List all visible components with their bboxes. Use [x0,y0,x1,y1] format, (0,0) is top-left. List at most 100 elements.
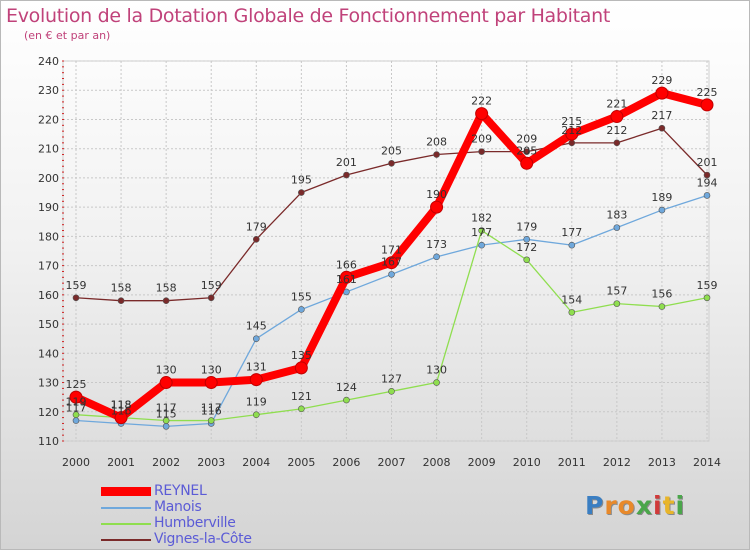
data-label: 135 [291,349,312,362]
data-point [249,373,263,387]
x-tick-label: 2011 [558,456,586,469]
data-point [207,417,215,424]
data-label: 201 [697,156,718,169]
data-label: 221 [606,98,627,111]
data-label: 121 [291,390,312,403]
data-point [162,423,170,430]
x-tick-label: 2008 [423,456,451,469]
data-label: 209 [471,133,492,146]
data-label: 124 [336,381,357,394]
data-label: 209 [516,133,537,146]
x-tick-label: 2001 [107,456,135,469]
data-point [343,171,350,179]
data-label: 159 [201,279,222,292]
data-label: 205 [516,144,537,157]
data-label: 125 [66,378,87,391]
data-point [703,192,711,199]
data-point [703,294,711,302]
data-label: 118 [111,399,132,412]
legend-swatch-vignes-la-cote [101,539,151,541]
y-tick-label: 150 [38,318,59,331]
data-point [298,189,305,196]
data-point [700,98,714,112]
data-point [568,139,576,147]
x-tick-label: 2013 [648,456,676,469]
data-label: 155 [291,290,312,303]
logo-letter: t [662,491,676,520]
data-label: 215 [561,115,582,128]
data-label: 194 [697,176,718,189]
logo-letter: i [675,491,686,520]
x-tick-label: 2005 [287,456,315,469]
data-point [613,139,621,147]
data-point [388,271,395,278]
data-point [252,236,260,243]
data-label: 172 [516,241,537,254]
y-tick-label: 110 [38,435,59,448]
data-point [433,253,440,261]
data-point [298,306,305,313]
legend-item-humberville: Humberville [101,515,331,533]
legend-swatch-reynel [101,487,151,496]
data-point [162,417,170,424]
data-label: 131 [246,361,267,374]
data-point [478,241,485,249]
data-label: 159 [697,279,718,292]
data-label: 119 [66,396,87,409]
data-point [162,297,170,304]
data-label: 130 [426,364,447,377]
chart-title: Evolution de la Dotation Globale de Fonc… [6,5,611,27]
data-label: 177 [561,226,582,239]
data-point [294,361,308,375]
data-label: 118 [111,399,132,412]
data-point [568,309,576,316]
data-label: 217 [651,109,672,122]
data-label: 117 [201,402,222,415]
data-label: 130 [201,364,222,377]
data-label: 117 [66,402,87,415]
logo-letter: x [635,491,653,520]
data-label: 154 [561,293,582,306]
data-label: 171 [381,244,402,257]
data-label: 130 [156,364,177,377]
data-label: 159 [66,279,87,292]
x-tick-label: 2002 [152,456,180,469]
legend-label-reynel: REYNEL [154,483,207,499]
data-point [298,405,305,413]
data-point [475,107,489,121]
y-tick-label: 160 [38,289,59,302]
data-point [433,379,440,386]
data-label: 208 [426,136,447,149]
data-point [69,390,83,404]
data-label: 183 [606,209,627,222]
x-tick-label: 2014 [693,456,721,469]
data-point [114,411,128,425]
data-label: 190 [426,188,447,201]
legend-label-manois: Manois [154,499,202,515]
x-tick-label: 2004 [242,456,270,469]
data-label: 212 [606,124,627,137]
data-label: 116 [201,404,222,417]
data-point [117,297,125,304]
data-label: 179 [246,220,267,233]
data-label: 179 [516,220,537,233]
data-label: 195 [291,174,312,187]
data-point [523,236,531,243]
data-point [478,227,485,234]
data-point [159,376,173,390]
data-point [433,151,440,158]
x-tick-label: 2000 [62,456,90,469]
y-tick-label: 180 [38,230,59,243]
x-tick-label: 2007 [378,456,406,469]
data-label: 167 [381,255,402,268]
legend-item-manois: Manois [101,499,331,517]
data-label: 115 [156,407,177,420]
data-point [568,241,576,249]
data-point [204,376,218,390]
logo-letter: P [585,491,605,520]
data-point [339,270,353,284]
y-tick-label: 230 [38,84,59,97]
y-tick-label: 200 [38,172,59,185]
data-label: 117 [156,402,177,415]
